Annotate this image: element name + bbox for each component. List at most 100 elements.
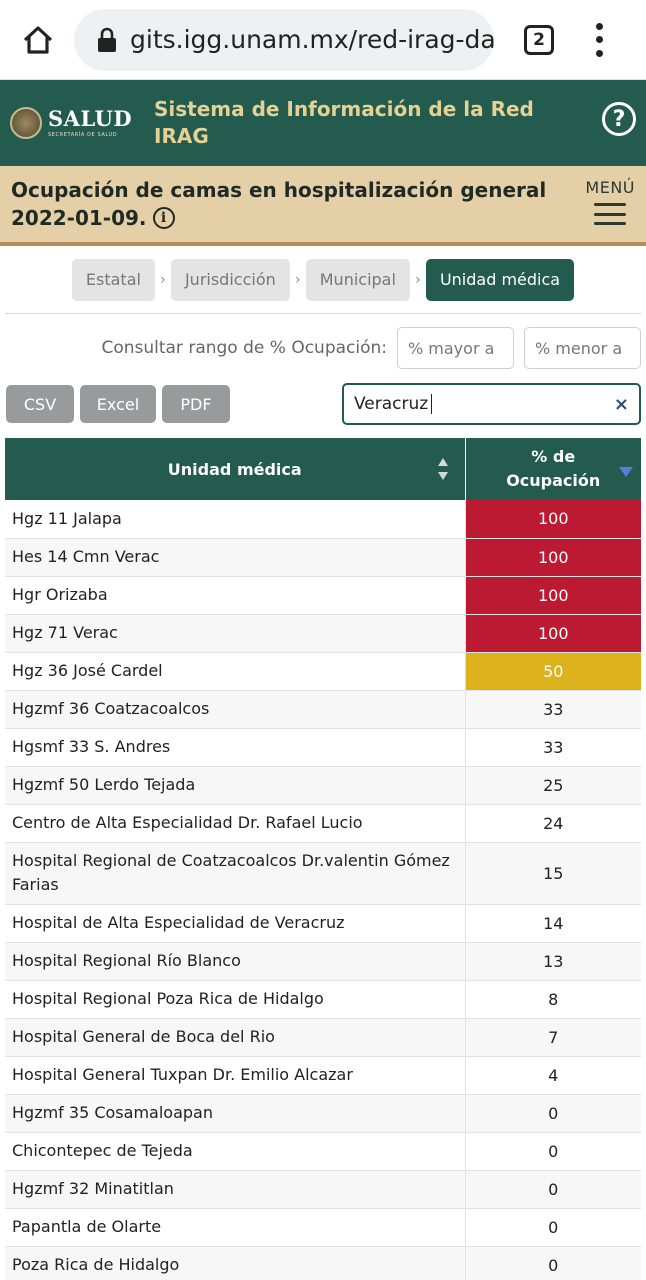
unit-name-cell: Hospital Regional Poza Rica de Hidalgo — [5, 980, 465, 1019]
search-value: Veracruz — [354, 394, 614, 414]
occupancy-cell: 50 — [464, 652, 641, 691]
search-input[interactable]: Veracruz × — [342, 383, 641, 425]
column-header-occupancy[interactable]: % de Ocupación — [465, 438, 641, 500]
occupancy-cell: 100 — [464, 500, 641, 539]
occupancy-range-filter: Consultar rango de % Ocupación: — [0, 320, 646, 376]
table-row[interactable]: Hospital General Tuxpan Dr. Emilio Alcaz… — [5, 1056, 641, 1095]
occupancy-cell: 14 — [464, 904, 641, 943]
browser-toolbar: gits.igg.unam.mx/red-irag-da 2 — [0, 0, 646, 80]
occupancy-cell: 25 — [464, 766, 641, 805]
unit-name-cell: Poza Rica de Hidalgo — [5, 1246, 465, 1280]
csv-button[interactable]: CSV — [6, 385, 74, 423]
table-row[interactable]: Hgz 36 José Cardel 50 — [5, 652, 641, 691]
table-row[interactable]: Chicontepec de Tejeda 0 — [5, 1132, 641, 1171]
occupancy-cell: 4 — [464, 1056, 641, 1095]
url-text: gits.igg.unam.mx/red-irag-da — [130, 25, 494, 54]
occupancy-cell: 0 — [464, 1208, 641, 1247]
unit-name-cell: Hospital General Tuxpan Dr. Emilio Alcaz… — [5, 1056, 465, 1095]
table-row[interactable]: Hgzmf 32 Minatitlan 0 — [5, 1170, 641, 1209]
table-toolbar: CSV Excel PDF Veracruz × — [0, 378, 646, 430]
unit-name-cell: Chicontepec de Tejeda — [5, 1132, 465, 1171]
table-row[interactable]: Centro de Alta Especialidad Dr. Rafael L… — [5, 804, 641, 843]
excel-button[interactable]: Excel — [80, 385, 156, 423]
breadcrumb-jurisdiccion[interactable]: Jurisdicción — [170, 258, 290, 301]
table-row[interactable]: Hgzmf 35 Cosamaloapan 0 — [5, 1094, 641, 1133]
unit-name-cell: Hospital Regional de Coatzacoalcos Dr.va… — [5, 842, 465, 905]
help-icon[interactable]: ? — [602, 102, 636, 136]
occupancy-cell: 24 — [464, 804, 641, 843]
occupancy-table: Unidad médica % de Ocupación Hgz 11 Jalap… — [5, 438, 641, 1280]
unit-name-cell: Hgz 36 José Cardel — [5, 652, 465, 691]
home-icon[interactable] — [20, 22, 56, 58]
more-options-icon[interactable] — [594, 22, 604, 57]
occupancy-cell: 33 — [464, 690, 641, 729]
table-row[interactable]: Hospital Regional Río Blanco 13 — [5, 942, 641, 981]
occupancy-cell: 33 — [464, 728, 641, 767]
menu-button[interactable]: MENÚ — [585, 178, 635, 225]
app-header: SALUD SECRETARÍA DE SALUD Sistema de Inf… — [0, 80, 646, 166]
table-row[interactable]: Hgr Orizaba 100 — [5, 576, 641, 615]
page-title: Ocupación de camas en hospitalización ge… — [11, 178, 547, 202]
max-percent-input[interactable] — [524, 327, 641, 369]
menu-label: MENÚ — [585, 178, 635, 197]
occupancy-cell: 0 — [464, 1132, 641, 1171]
breadcrumb-estatal[interactable]: Estatal — [71, 258, 155, 301]
table-row[interactable]: Papantla de Olarte 0 — [5, 1208, 641, 1247]
address-bar[interactable]: gits.igg.unam.mx/red-irag-da — [74, 8, 494, 71]
occupancy-cell: 8 — [464, 980, 641, 1019]
unit-name-cell: Hospital de Alta Especialidad de Veracru… — [5, 904, 465, 943]
table-row[interactable]: Hes 14 Cmn Verac 100 — [5, 538, 641, 577]
table-row[interactable]: Poza Rica de Hidalgo 0 — [5, 1246, 641, 1280]
unit-name-cell: Hgzmf 36 Coatzacoalcos — [5, 690, 465, 729]
sort-icon — [437, 458, 448, 480]
chevron-right-icon: › — [160, 271, 166, 288]
report-date: 2022-01-09. — [11, 206, 147, 230]
clear-icon[interactable]: × — [613, 393, 629, 415]
unit-name-cell: Hospital General de Boca del Rio — [5, 1018, 465, 1057]
chevron-right-icon: › — [415, 271, 421, 288]
tab-switcher-button[interactable]: 2 — [524, 24, 554, 55]
table-row[interactable]: Hospital de Alta Especialidad de Veracru… — [5, 904, 641, 943]
occupancy-cell: 15 — [464, 842, 641, 905]
unit-name-cell: Hgzmf 50 Lerdo Tejada — [5, 766, 465, 805]
breadcrumb-municipal[interactable]: Municipal — [305, 258, 410, 301]
unit-name-cell: Hgr Orizaba — [5, 576, 465, 615]
lock-icon — [98, 27, 116, 52]
occupancy-cell: 100 — [464, 538, 641, 577]
breadcrumb-unidad-medica[interactable]: Unidad médica — [425, 258, 575, 301]
table-row[interactable]: Hospital Regional de Coatzacoalcos Dr.va… — [5, 842, 641, 905]
unit-name-cell: Centro de Alta Especialidad Dr. Rafael L… — [5, 804, 465, 843]
occupancy-cell: 0 — [464, 1170, 641, 1209]
table-row[interactable]: Hospital General de Boca del Rio 7 — [5, 1018, 641, 1057]
unit-name-cell: Hes 14 Cmn Verac — [5, 538, 465, 577]
app-title: Sistema de Información de la Red IRAG — [154, 97, 534, 148]
range-label: Consultar rango de % Ocupación: — [101, 338, 387, 358]
occupancy-cell: 0 — [464, 1246, 641, 1280]
table-row[interactable]: Hgzmf 50 Lerdo Tejada 25 — [5, 766, 641, 805]
table-row[interactable]: Hgzmf 36 Coatzacoalcos 33 — [5, 690, 641, 729]
min-percent-input[interactable] — [397, 327, 514, 369]
unit-name-cell: Hgzmf 32 Minatitlan — [5, 1170, 465, 1209]
logo-subtitle: SECRETARÍA DE SALUD — [48, 132, 118, 138]
salud-logo[interactable]: SALUD SECRETARÍA DE SALUD — [10, 93, 134, 153]
unit-name-cell: Papantla de Olarte — [5, 1208, 465, 1247]
hamburger-icon — [594, 203, 627, 225]
occupancy-cell: 13 — [464, 942, 641, 981]
pdf-button[interactable]: PDF — [162, 385, 230, 423]
table-row[interactable]: Hospital Regional Poza Rica de Hidalgo 8 — [5, 980, 641, 1019]
seal-icon — [10, 107, 42, 139]
table-row[interactable]: Hgz 71 Verac 100 — [5, 614, 641, 653]
table-row[interactable]: Hgz 11 Jalapa 100 — [5, 500, 641, 539]
column-header-unit[interactable]: Unidad médica — [5, 438, 466, 500]
info-icon[interactable]: i — [152, 207, 175, 229]
unit-name-cell: Hgzmf 35 Cosamaloapan — [5, 1094, 465, 1133]
sort-desc-icon — [619, 467, 633, 477]
page-header: Ocupación de camas en hospitalización ge… — [0, 166, 646, 246]
occupancy-cell: 100 — [464, 614, 641, 653]
occupancy-cell: 7 — [464, 1018, 641, 1057]
table-row[interactable]: Hgsmf 33 S. Andres 33 — [5, 728, 641, 767]
occupancy-cell: 0 — [464, 1094, 641, 1133]
unit-name-cell: Hgsmf 33 S. Andres — [5, 728, 465, 767]
logo-name: SALUD — [48, 106, 133, 131]
unit-name-cell: Hgz 11 Jalapa — [5, 500, 465, 539]
